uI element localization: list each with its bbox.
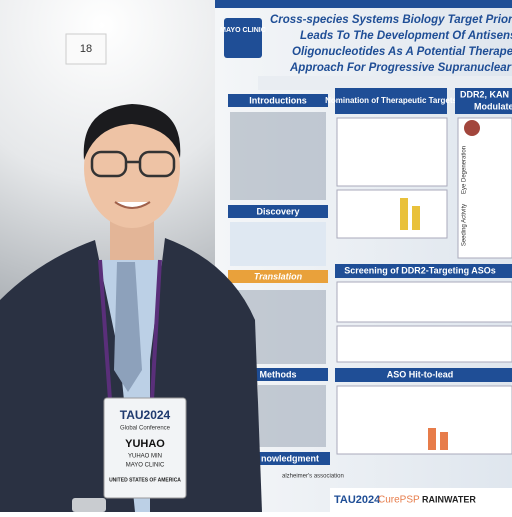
poster-title: Cross-species Systems Biology Target Pri… [270,14,512,26]
badge-subtitle: Global Conference [120,426,171,432]
side-label: Eye Degeneration [462,146,468,194]
sponsor: RAINWATER [422,494,476,504]
section-title: ASO Hit-to-lead [387,369,454,379]
section-header [335,264,512,278]
section-header [228,94,328,107]
badge-org: MAYO CLINIC [126,463,165,469]
section-header [335,368,512,382]
text-block [258,385,326,447]
logo-text: MAYO CLINIC [220,27,266,34]
side-label: Seeding Activity [462,204,468,246]
jacket-left [0,240,135,512]
target-table [336,117,448,187]
badge-country: UNITED STATES OF AMERICA [109,477,181,483]
authors-strip [258,76,512,90]
sponsor: alzheimer's association [282,474,344,480]
badge-name: YUHAO [125,438,165,450]
discovery-figure [230,222,326,266]
figure-bar [412,206,420,230]
text-block [230,112,326,200]
figure-bar [440,432,448,450]
section-title: Introductions [249,95,307,105]
poster-title: Leads To The Development Of Antisense [300,30,512,42]
glasses [90,150,176,178]
section-title: Discovery [256,206,299,216]
badge-full-name: YUHAO MIN [128,454,162,460]
can [72,498,106,512]
section-title: Nomination of Therapeutic Targets [325,96,457,105]
name-badge [103,397,187,499]
badge-event: TAU2024 [120,408,171,422]
poster-title: Oligonucleotides As A Potential Therapeu… [292,46,512,58]
section-header [228,205,328,218]
section-title: Modulate [474,101,512,111]
section-header [250,452,330,465]
mayo-logo [224,18,262,58]
wall-sign [65,33,107,65]
wall-sign-text: 18 [80,43,92,55]
lanyard [98,259,162,401]
smile [114,201,151,209]
modulate-figure [457,117,512,259]
face [84,108,180,228]
section-header [228,270,328,283]
section-header [335,88,447,114]
figure-bar [400,198,408,230]
bar-figure [336,189,448,239]
section-title: DDR2, KAN [460,89,509,99]
sponsor: TAU2024 [334,494,381,506]
section-header [455,88,512,114]
figure-bar [428,428,436,450]
section-title: Screening of DDR2-Targeting ASOs [344,265,496,275]
hit-to-lead-figure [336,385,512,455]
section-title: Methods [260,369,297,379]
hair [83,104,181,160]
section-title: Translation [254,271,303,281]
tie [114,262,142,392]
poster-top-bar [215,0,512,8]
aso-map [336,281,512,323]
section-title: nowledgment [261,453,319,463]
aso-chart [336,325,512,363]
sponsor: CurePSP [378,495,420,506]
sponsor-strip [330,488,512,512]
eye-image [464,120,480,136]
poster-title: Approach For Progressive Supranuclear Pa… [289,62,512,74]
